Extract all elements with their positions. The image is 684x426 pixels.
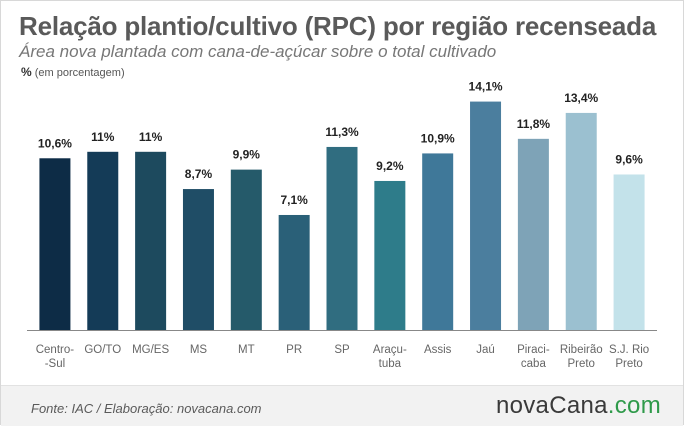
bar — [135, 151, 167, 330]
data-label: 11% — [91, 130, 115, 144]
bar — [613, 174, 645, 330]
bars-group — [39, 101, 645, 330]
x-tick-label: MG/ES — [132, 344, 169, 356]
x-tick-label-line: tuba — [379, 358, 402, 370]
data-label: 13,4% — [564, 91, 598, 105]
x-tick-label-line: Centro- — [36, 344, 75, 356]
brand-logo[interactable]: novaCana.com — [496, 392, 661, 420]
bar — [326, 146, 358, 330]
x-tick-label: S.J. Rio Preto — [609, 344, 649, 370]
bar — [374, 180, 406, 330]
x-tick-label-line: -Sul — [45, 358, 65, 370]
x-tick-label: SP — [334, 344, 350, 356]
unit-label: % (em porcentagem) — [21, 65, 125, 79]
x-tick-label: Centro- -Sul — [36, 344, 75, 370]
x-tick-label: Araçu-tuba — [373, 344, 407, 370]
x-tick-label-line: MS — [190, 344, 208, 356]
x-tick-label: PR — [286, 344, 302, 356]
x-tick-label: MT — [238, 344, 255, 356]
data-label: 10,9% — [421, 131, 455, 145]
x-tick-label-line: Ribeirão — [560, 344, 603, 356]
data-label: 8,7% — [185, 167, 213, 181]
data-label: 9,6% — [615, 152, 643, 166]
bar — [517, 138, 549, 330]
x-tick-label-line: S.J. Rio — [609, 344, 649, 356]
bar — [470, 101, 502, 330]
data-label: 9,2% — [376, 159, 404, 173]
x-tick-label-line: MG/ES — [132, 344, 169, 356]
chart-title: Relação plantio/cultivo (RPC) por região… — [19, 11, 657, 41]
x-tick-label: GO/TO — [84, 344, 121, 356]
data-label: 10,6% — [38, 136, 72, 150]
bar — [565, 112, 597, 330]
chart-subtitle: Área nova plantada com cana-de-açúcar so… — [19, 42, 497, 61]
unit-text: (em porcentagem) — [34, 67, 125, 79]
data-label: 11,3% — [325, 125, 359, 139]
x-tick-label-line: MT — [238, 344, 255, 356]
data-label: 11,8% — [517, 117, 551, 131]
bar — [39, 158, 71, 330]
bar — [422, 153, 454, 330]
bar — [87, 151, 119, 330]
bar — [278, 214, 310, 330]
x-tick-label-line: GO/TO — [84, 344, 121, 356]
data-label: 11% — [139, 130, 163, 144]
data-label: 9,9% — [233, 148, 261, 162]
data-label: 14,1% — [469, 80, 503, 94]
brand-name: novaCana — [495, 392, 608, 419]
x-tick-label: Ribeirão Preto — [560, 344, 603, 370]
unit-symbol: % — [21, 65, 32, 79]
x-tick-label-line: Preto — [567, 358, 595, 370]
x-tick-label-line: Preto — [615, 358, 643, 370]
data-label: 7,1% — [280, 193, 308, 207]
x-tick-label: Jaú — [476, 344, 495, 356]
footer: Fonte: IAC / Elaboração: novacana.com no… — [1, 385, 683, 426]
x-tick-label-line: Assis — [424, 344, 452, 356]
data-labels-group: 10,6% 11% 11% 8,7% 9,9% 7,1% 11,3% 9,2% 10,9% 14,… — [38, 80, 643, 207]
bar — [230, 169, 262, 330]
x-tick-label: Piraci-caba — [517, 344, 550, 370]
x-tick-label: Assis — [424, 344, 452, 356]
brand-suffix: .com — [607, 392, 661, 419]
bar — [182, 189, 214, 330]
x-tick-label-line: Piraci- — [517, 344, 550, 356]
x-tick-label-line: PR — [286, 344, 302, 356]
x-tick-label-line: caba — [521, 358, 547, 370]
x-tick-label-line: Jaú — [476, 344, 495, 356]
x-tick-label: MS — [190, 344, 208, 356]
x-tick-label-line: SP — [334, 344, 350, 356]
source-note: Fonte: IAC / Elaboração: novacana.com — [31, 401, 262, 416]
x-tick-label-line: Araçu- — [373, 344, 407, 356]
